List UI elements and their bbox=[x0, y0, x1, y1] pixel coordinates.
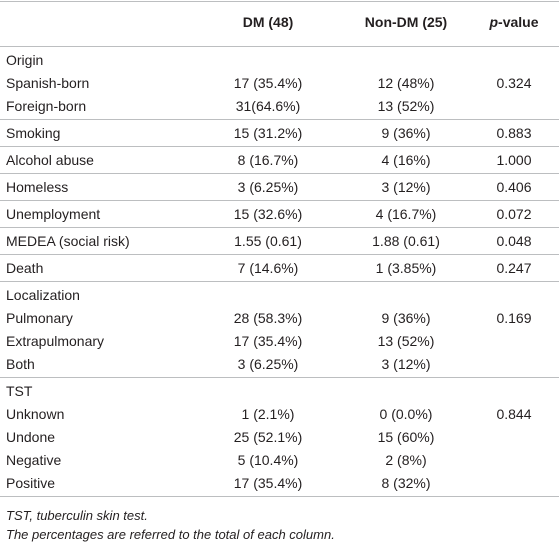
column-header: DM (48) bbox=[242, 14, 294, 30]
table-cell: 0.247 bbox=[496, 260, 532, 276]
table-cell: 9 (36%) bbox=[381, 310, 431, 326]
group-rule bbox=[0, 227, 559, 228]
table-cell: 3 (12%) bbox=[381, 179, 431, 195]
group-rule bbox=[0, 173, 559, 174]
column-header: p-value bbox=[489, 14, 539, 30]
table-cell: 1.000 bbox=[496, 152, 532, 168]
table-cell: 5 (10.4%) bbox=[237, 452, 299, 468]
table-cell: 1 (2.1%) bbox=[241, 406, 295, 422]
table-cell: 1 (3.85%) bbox=[375, 260, 437, 276]
table-cell: 28 (58.3%) bbox=[233, 310, 303, 326]
table-cell: 0.169 bbox=[496, 310, 532, 326]
table-cell: 8 (16.7%) bbox=[237, 152, 299, 168]
table-cell: 0.883 bbox=[496, 125, 532, 141]
row-label: Death bbox=[6, 260, 44, 276]
table-cell: 0.406 bbox=[496, 179, 532, 195]
table-cell: 15 (60%) bbox=[377, 429, 435, 445]
group-rule bbox=[0, 281, 559, 282]
table-cell: 0.048 bbox=[496, 233, 532, 249]
row-label: Both bbox=[6, 356, 35, 372]
table-cell: 0 (0.0%) bbox=[379, 406, 433, 422]
table-cell: 0.072 bbox=[496, 206, 532, 222]
table-cell: 31(64.6%) bbox=[235, 98, 301, 114]
row-label: Unknown bbox=[6, 406, 65, 422]
column-header: Non-DM (25) bbox=[364, 14, 448, 30]
table-cell: 0.324 bbox=[496, 75, 532, 91]
table-cell: 2 (8%) bbox=[385, 452, 427, 468]
table-cell: 17 (35.4%) bbox=[233, 475, 303, 491]
row-label: Smoking bbox=[6, 125, 61, 141]
table-cell: 9 (36%) bbox=[381, 125, 431, 141]
footnote: The percentages are referred to the tota… bbox=[6, 527, 335, 542]
table-cell: 8 (32%) bbox=[381, 475, 431, 491]
row-label: TST bbox=[6, 383, 33, 399]
row-label: Undone bbox=[6, 429, 56, 445]
table-cell: 13 (52%) bbox=[377, 98, 435, 114]
row-label: Foreign-born bbox=[6, 98, 87, 114]
table-cell: 4 (16%) bbox=[381, 152, 431, 168]
group-rule bbox=[0, 200, 559, 201]
table-cell: 15 (31.2%) bbox=[233, 125, 303, 141]
row-label: Localization bbox=[6, 287, 80, 303]
table-cell: 1.55 (0.61) bbox=[234, 233, 302, 249]
table-cell: 3 (12%) bbox=[381, 356, 431, 372]
row-label: Origin bbox=[6, 52, 44, 68]
group-rule bbox=[0, 119, 559, 120]
footnote: TST, tuberculin skin test. bbox=[6, 508, 148, 523]
group-rule bbox=[0, 254, 559, 255]
header-rule bbox=[0, 46, 559, 47]
table-cell: 13 (52%) bbox=[377, 333, 435, 349]
table-cell: 15 (32.6%) bbox=[233, 206, 303, 222]
row-label: Pulmonary bbox=[6, 310, 73, 326]
table-cell: 17 (35.4%) bbox=[233, 333, 303, 349]
table-cell: 0.844 bbox=[496, 406, 532, 422]
group-rule bbox=[0, 496, 559, 497]
row-label: Extrapulmonary bbox=[6, 333, 105, 349]
group-rule bbox=[0, 146, 559, 147]
table-cell: 12 (48%) bbox=[377, 75, 435, 91]
row-label: Homeless bbox=[6, 179, 69, 195]
row-label: Negative bbox=[6, 452, 62, 468]
top-rule bbox=[0, 1, 559, 2]
row-label: Spanish-born bbox=[6, 75, 90, 91]
row-label: Positive bbox=[6, 475, 56, 491]
table-cell: 4 (16.7%) bbox=[375, 206, 437, 222]
group-rule bbox=[0, 377, 559, 378]
table-cell: 3 (6.25%) bbox=[237, 356, 299, 372]
table-cell: 25 (52.1%) bbox=[233, 429, 303, 445]
row-label: MEDEA (social risk) bbox=[6, 233, 130, 249]
table-cell: 17 (35.4%) bbox=[233, 75, 303, 91]
table-cell: 3 (6.25%) bbox=[237, 179, 299, 195]
row-label: Unemployment bbox=[6, 206, 101, 222]
row-label: Alcohol abuse bbox=[6, 152, 94, 168]
table-cell: 1.88 (0.61) bbox=[372, 233, 440, 249]
table-cell: 7 (14.6%) bbox=[237, 260, 299, 276]
